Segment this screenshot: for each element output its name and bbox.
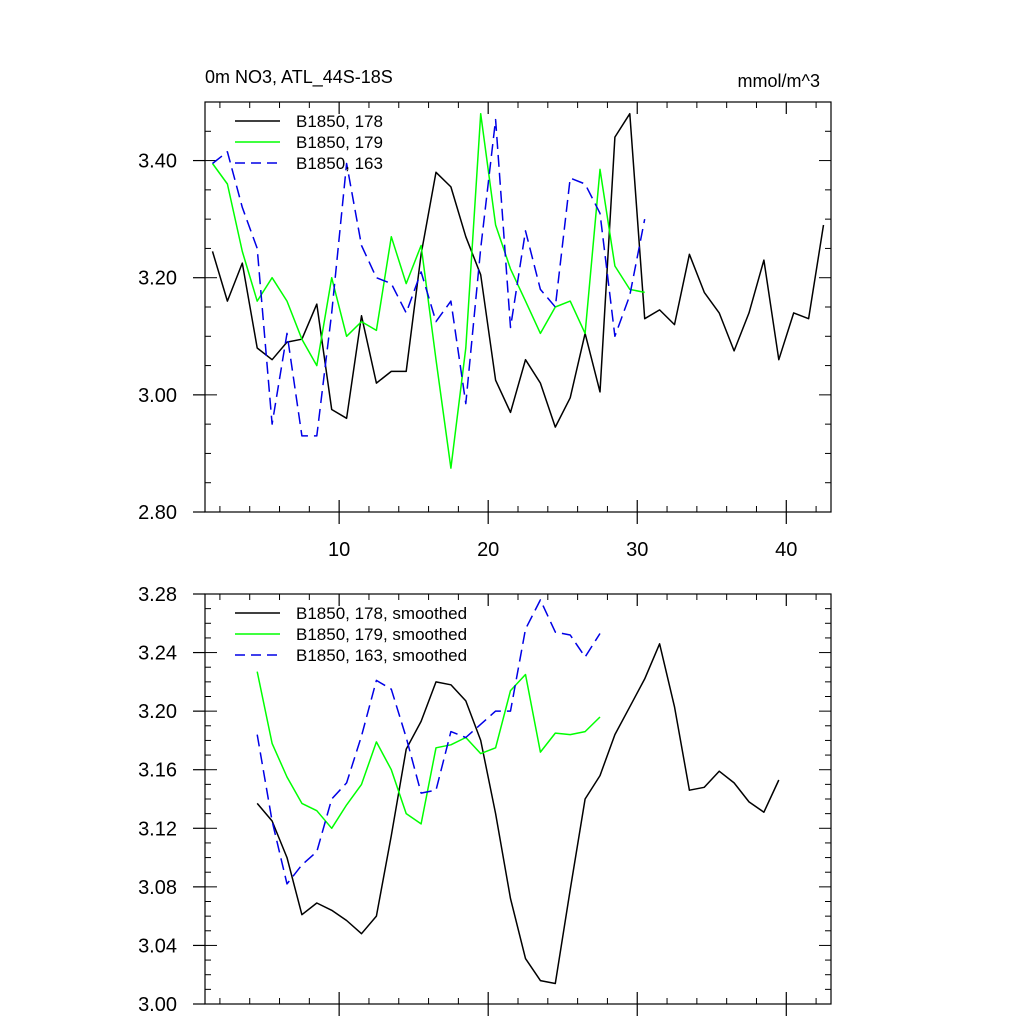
bottom-plot-area: 3.00 3.04 3.08 3.12 3.16 3.20 3.24 3.28 [138, 584, 831, 1016]
legend-label-163: B1850, 163 [296, 154, 383, 173]
top-legend: B1850, 178 B1850, 179 B1850, 163 [235, 112, 383, 173]
units-label: mmol/m^3 [738, 71, 820, 91]
y-tick-label: 2.80 [138, 502, 177, 524]
y-tick-label: 3.40 [138, 151, 177, 173]
y-tick-label: 3.04 [138, 935, 177, 957]
y-tick-label: 3.08 [138, 877, 177, 899]
series-line-b1850-179 [213, 114, 645, 468]
y-tick-label: 3.00 [138, 385, 177, 407]
y-tick-label: 3.16 [138, 760, 177, 782]
chart-title: 0m NO3, ATL_44S-18S [205, 67, 393, 88]
y-tick-label: 3.24 [138, 643, 177, 665]
x-tick-label: 30 [626, 539, 648, 561]
top-plot-area: 10 20 30 40 2.80 3.00 3.20 3.40 [138, 102, 831, 561]
bottom-panel: 3.00 3.04 3.08 3.12 3.16 3.20 3.24 3.28 B1850, … [138, 584, 831, 1016]
legend-label-179: B1850, 179 [296, 133, 383, 152]
x-tick-label: 40 [775, 539, 797, 561]
legend-label-163-smoothed: B1850, 163, smoothed [296, 646, 467, 665]
series-line-b1850-179-smoothed [257, 672, 600, 829]
y-tick-label: 3.28 [138, 584, 177, 606]
x-tick-label: 20 [477, 539, 499, 561]
y-tick-label: 3.20 [138, 268, 177, 290]
y-tick-label: 3.12 [138, 818, 177, 840]
bottom-legend: B1850, 178, smoothed B1850, 179, smoothe… [235, 604, 467, 665]
legend-label-179-smoothed: B1850, 179, smoothed [296, 625, 467, 644]
series-line-b1850-178-smoothed [257, 644, 779, 984]
y-tick-label: 3.20 [138, 701, 177, 723]
x-tick-label: 10 [328, 539, 350, 561]
series-line-b1850-163 [213, 120, 645, 436]
figure: 0m NO3, ATL_44S-18S mmol/m^3 10 20 30 40 2.8… [0, 0, 1024, 1024]
y-tick-label: 3.00 [138, 994, 177, 1016]
legend-label-178-smoothed: B1850, 178, smoothed [296, 604, 467, 623]
legend-label-178: B1850, 178 [296, 112, 383, 131]
top-panel: 0m NO3, ATL_44S-18S mmol/m^3 10 20 30 40 2.8… [138, 67, 831, 561]
